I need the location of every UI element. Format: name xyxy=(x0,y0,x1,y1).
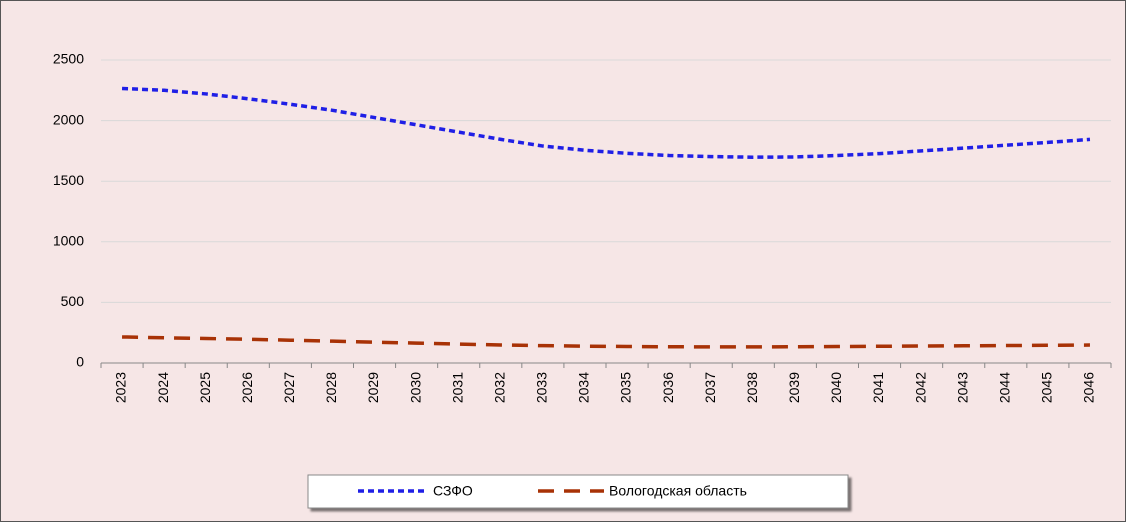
x-tick-label: 2027 xyxy=(281,372,297,403)
x-tick-label: 2025 xyxy=(197,372,213,403)
y-tick-label: 1000 xyxy=(53,233,84,249)
x-tick-label: 2033 xyxy=(534,372,550,403)
series-line xyxy=(121,86,1091,159)
x-tick-label: 2045 xyxy=(1039,372,1055,403)
x-tick-label: 2032 xyxy=(491,372,507,403)
x-tick-label: 2023 xyxy=(113,372,129,403)
y-tick-label: 2000 xyxy=(53,111,84,127)
x-tick-label: 2024 xyxy=(155,372,171,403)
x-tick-label: 2031 xyxy=(449,372,465,403)
x-tick-label: 2039 xyxy=(786,372,802,403)
y-tick-label: 500 xyxy=(61,293,85,309)
legend-label: Вологодская область xyxy=(609,483,747,499)
x-tick-label: 2043 xyxy=(954,372,970,403)
x-tick-label: 2042 xyxy=(912,372,928,403)
x-tick-label: 2046 xyxy=(1081,372,1097,403)
x-tick-label: 2041 xyxy=(870,372,886,403)
x-tick-label: 2026 xyxy=(239,372,255,403)
x-tick-label: 2029 xyxy=(365,372,381,403)
x-tick-label: 2040 xyxy=(828,372,844,403)
x-tick-label: 2038 xyxy=(744,372,760,403)
x-tick-label: 2034 xyxy=(576,372,592,403)
legend-label: СЗФО xyxy=(433,483,473,499)
x-tick-label: 2030 xyxy=(407,372,423,403)
x-tick-label: 2044 xyxy=(996,372,1012,403)
x-tick-label: 2028 xyxy=(323,372,339,403)
x-tick-label: 2037 xyxy=(702,372,718,403)
y-tick-label: 2500 xyxy=(53,51,84,67)
y-tick-label: 1500 xyxy=(53,172,84,188)
y-tick-label: 0 xyxy=(76,354,84,370)
x-tick-label: 2036 xyxy=(660,372,676,403)
x-tick-label: 2035 xyxy=(618,372,634,403)
series-line xyxy=(122,335,1090,349)
